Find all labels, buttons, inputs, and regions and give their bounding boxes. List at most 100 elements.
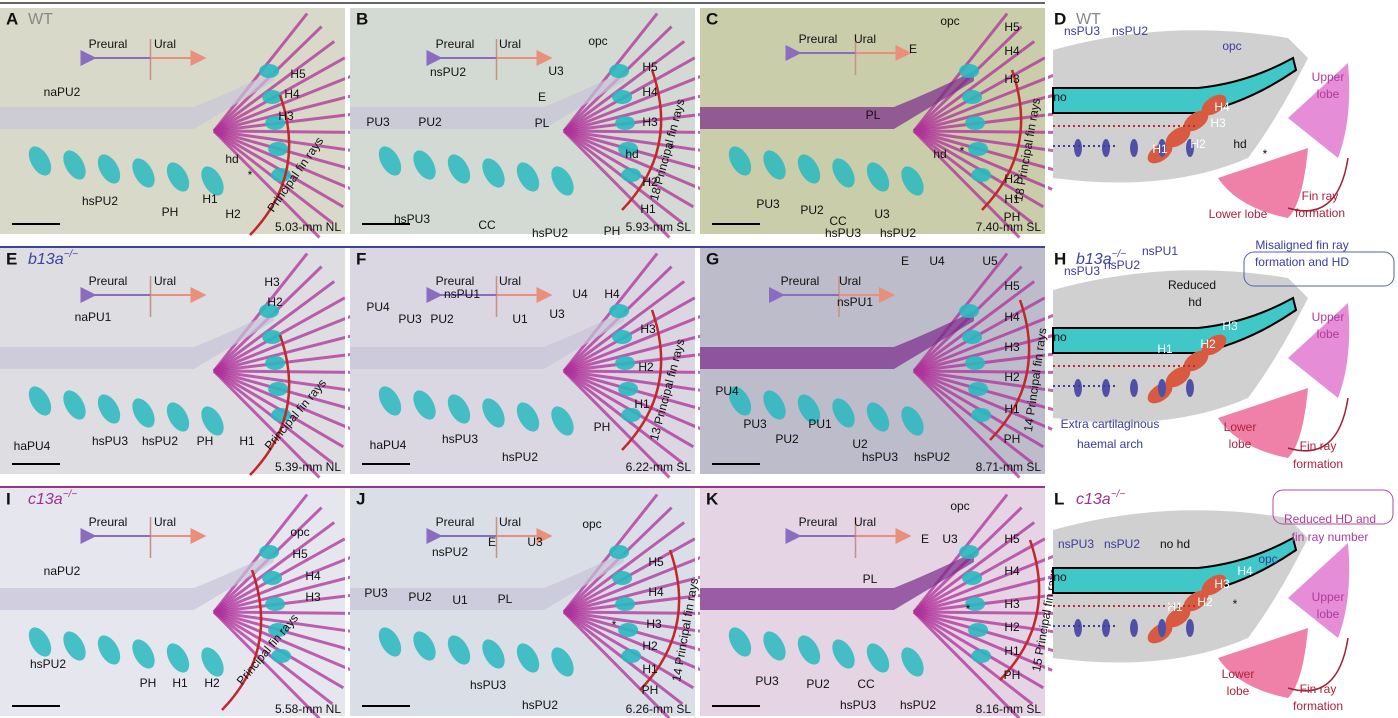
hypural <box>609 545 629 559</box>
annotation: U3 <box>548 64 564 78</box>
annotation: H2 <box>1200 337 1216 351</box>
annotation: PU3 <box>366 115 390 129</box>
annotation: H1 <box>634 397 650 411</box>
annotation: Upper <box>1312 70 1345 84</box>
panel-letter: L <box>1054 489 1064 508</box>
hypural <box>612 330 632 344</box>
annotation: PU2 <box>806 677 830 691</box>
annotation: PH <box>642 683 659 697</box>
annotation: * <box>612 618 617 632</box>
annotation: Lower <box>1222 667 1255 681</box>
annotation: Preural <box>436 37 475 51</box>
annotation: opc <box>290 525 309 539</box>
genotype-name: b13a <box>28 251 64 268</box>
hypural <box>615 116 635 130</box>
spine <box>1102 619 1110 637</box>
annotation: H3 <box>278 109 294 123</box>
annotation: H5 <box>1004 279 1020 293</box>
genotype-sup: −/− <box>64 249 79 260</box>
annotation: H4 <box>604 287 620 301</box>
annotation: H5 <box>292 547 308 561</box>
annotation: hsPU2 <box>880 226 916 240</box>
annotation: H2 <box>1197 595 1213 609</box>
annotation: PU4 <box>715 384 739 398</box>
hypural <box>968 382 988 396</box>
annotation: nsPU2 <box>1112 24 1148 38</box>
hypural <box>618 623 638 637</box>
annotation: hsPU2 <box>900 698 936 712</box>
annotation: haPU4 <box>370 438 407 452</box>
annotation: H2 <box>642 639 658 653</box>
annotation: Ural <box>154 37 176 51</box>
hypural <box>609 64 629 78</box>
annotation: H2 <box>225 207 241 221</box>
annotation: H3 <box>640 322 656 336</box>
annotation: Upper <box>1312 590 1345 604</box>
annotation: PL <box>498 592 513 606</box>
annotation: PU3 <box>755 674 779 688</box>
hypural <box>965 116 985 130</box>
annotation: Upper <box>1312 310 1345 324</box>
stage-label: 8.16-mm SL <box>976 702 1042 716</box>
annotation: no hd <box>1160 537 1190 551</box>
annotation: PU3 <box>743 417 767 431</box>
annotation: hsPU2 <box>142 434 178 448</box>
annotation: H3 <box>1004 72 1020 86</box>
annotation: * <box>1233 597 1238 611</box>
annotation: nsPU2 <box>1104 537 1140 551</box>
annotation: PU2 <box>408 590 432 604</box>
annotation: hsPU2 <box>914 450 950 464</box>
annotation: opc <box>588 34 607 48</box>
annotation: naPU1 <box>75 310 112 324</box>
annotation: lobe <box>1229 437 1252 451</box>
annotation: H4 <box>642 85 658 99</box>
annotation: PH <box>162 205 179 219</box>
annotation: H2 <box>204 676 220 690</box>
hypural <box>959 64 979 78</box>
spine <box>1130 619 1138 637</box>
hypural <box>618 382 638 396</box>
annotation: PH <box>140 676 157 690</box>
annotation: hsPU3 <box>442 432 478 446</box>
annotation: nsPU1 <box>1142 244 1178 258</box>
hypural <box>962 90 982 104</box>
spine <box>1186 619 1194 637</box>
annotation: H3 <box>1004 340 1020 354</box>
panel-letter: K <box>706 489 719 508</box>
annotation: Ural <box>499 37 521 51</box>
annotation: naPU2 <box>44 85 81 99</box>
clip-right <box>1045 248 1048 474</box>
annotation: H2 <box>1004 620 1020 634</box>
genotype-sup: −/− <box>63 489 78 500</box>
annotation: H3 <box>1210 116 1226 130</box>
spine <box>1074 139 1082 157</box>
hypural <box>262 330 282 344</box>
annotation: * <box>960 144 965 158</box>
annotation: H1 <box>239 434 255 448</box>
annotation: PH <box>1004 210 1021 224</box>
hypural <box>971 168 991 182</box>
annotation: U1 <box>512 312 528 326</box>
annotation: E <box>488 535 496 549</box>
stage-label: 6.22-mm SL <box>626 460 692 474</box>
annotation: nsPU3 <box>1064 24 1100 38</box>
annotation: Extra cartilaginous <box>1061 417 1160 431</box>
panel-letter: C <box>706 9 718 28</box>
annotation: H1 <box>202 192 218 206</box>
hypural <box>968 142 988 156</box>
annotation: H4 <box>284 87 300 101</box>
annotation: H2 <box>638 360 654 374</box>
annotation: fin ray number <box>1292 530 1369 544</box>
hypural <box>959 304 979 318</box>
annotation: H4 <box>305 569 321 583</box>
annotation: E <box>921 532 929 546</box>
annotation: formation <box>1295 206 1345 220</box>
panel-letter: I <box>6 489 11 508</box>
annotation: H2 <box>267 295 283 309</box>
annotation: U3 <box>549 307 565 321</box>
annotation: H1 <box>640 202 656 216</box>
panel-letter: G <box>706 249 719 268</box>
annotation: opc <box>1258 552 1277 566</box>
hypural <box>971 408 991 422</box>
annotation: PU4 <box>366 300 390 314</box>
